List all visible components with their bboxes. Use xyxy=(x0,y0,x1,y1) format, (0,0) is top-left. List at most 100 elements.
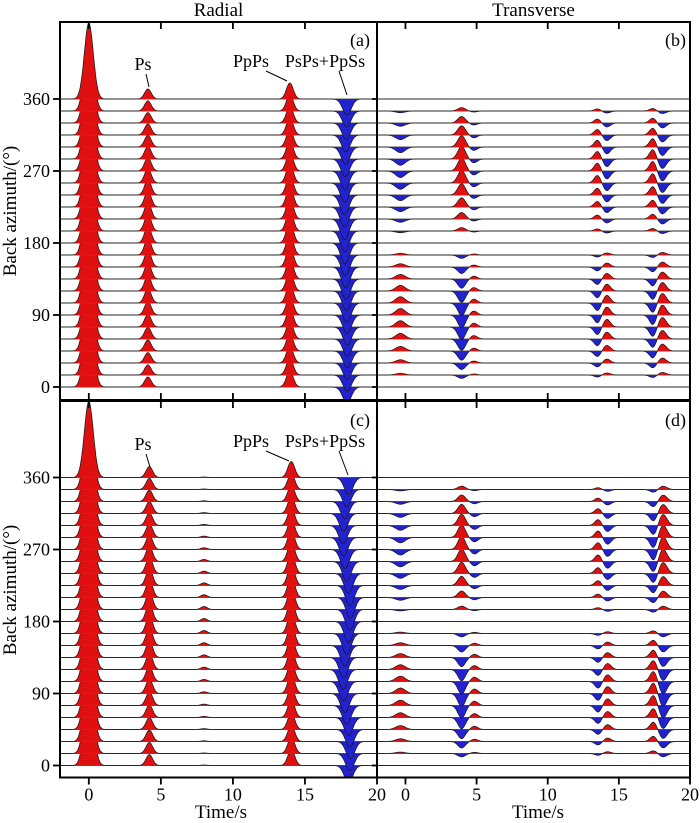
trace-negative-fill xyxy=(377,525,690,535)
trace-negative-fill xyxy=(60,351,377,368)
x-tick-label: 20 xyxy=(368,785,386,805)
trace-negative-fill xyxy=(60,621,377,643)
panel-b-traces xyxy=(377,98,690,388)
trace-waveform xyxy=(377,146,690,169)
trace-negative-fill xyxy=(60,267,377,288)
trace-positive-fill xyxy=(60,653,377,730)
ps-leader-line-c xyxy=(145,453,151,468)
trace-positive-fill xyxy=(377,671,690,682)
trace-waveform xyxy=(60,22,377,116)
y-tick-label: 0 xyxy=(41,756,50,776)
trace-positive-fill xyxy=(60,677,377,754)
trace-negative-fill xyxy=(377,255,690,259)
trace-negative-fill xyxy=(377,669,690,681)
trace-negative-fill xyxy=(377,501,690,507)
trace-positive-fill xyxy=(60,425,377,502)
panel-letter-a: (a) xyxy=(350,30,370,51)
ps-leader-line-a xyxy=(145,73,150,88)
trace-positive-fill xyxy=(377,525,690,538)
trace-positive-fill xyxy=(60,557,377,634)
trace-positive-fill xyxy=(377,116,690,123)
y-tick-label: 360 xyxy=(23,468,50,488)
trace-negative-fill xyxy=(377,657,690,667)
trace-positive-fill xyxy=(377,272,690,279)
trace-waveform xyxy=(377,227,690,234)
trace-negative-fill xyxy=(377,705,690,718)
trace-waveform xyxy=(60,142,377,241)
trace-waveform xyxy=(377,640,690,653)
trace-positive-fill xyxy=(377,708,690,718)
x-tick-label: 20 xyxy=(681,785,699,805)
trace-positive-fill xyxy=(377,305,690,315)
trace-waveform xyxy=(60,154,377,253)
trace-positive-fill xyxy=(60,191,377,267)
trace-negative-fill xyxy=(377,597,690,603)
x-axis-label-right: Time/s xyxy=(512,802,564,823)
trace-waveform xyxy=(377,293,690,316)
trace-waveform xyxy=(60,82,377,178)
trace-negative-fill xyxy=(60,339,377,357)
trace-waveform xyxy=(377,695,690,719)
trace-positive-fill xyxy=(60,545,377,622)
trace-waveform xyxy=(377,282,690,303)
trace-positive-fill xyxy=(377,197,690,207)
trace-negative-fill xyxy=(60,693,377,713)
trace-negative-fill xyxy=(60,303,377,323)
trace-positive-fill xyxy=(60,131,377,207)
trace-positive-fill xyxy=(377,549,690,562)
trace-negative-fill xyxy=(60,183,377,203)
trace-positive-fill xyxy=(60,437,377,514)
trace-waveform xyxy=(60,496,377,594)
trace-negative-fill xyxy=(60,255,377,276)
trace-waveform xyxy=(60,628,377,725)
trace-positive-fill xyxy=(60,413,377,490)
y-tick-label: 180 xyxy=(23,233,50,253)
trace-waveform xyxy=(377,485,690,493)
trace-waveform xyxy=(377,125,690,143)
psps-ppss-leader-line-a xyxy=(338,70,348,96)
trace-negative-fill xyxy=(60,375,377,392)
trace-positive-fill xyxy=(60,83,377,159)
trace-negative-fill xyxy=(377,549,690,560)
trace-negative-fill xyxy=(60,171,377,190)
trace-negative-fill xyxy=(60,681,377,701)
trace-positive-fill xyxy=(377,227,690,231)
trace-negative-fill xyxy=(377,561,690,572)
trace-waveform xyxy=(60,58,377,153)
trace-waveform xyxy=(60,262,377,357)
trace-positive-fill xyxy=(377,358,690,363)
trace-waveform xyxy=(60,580,377,679)
trace-negative-fill xyxy=(60,525,377,544)
trace-positive-fill xyxy=(60,239,377,315)
trace-positive-fill xyxy=(377,591,690,598)
trace-negative-fill xyxy=(60,315,377,334)
trace-positive-fill xyxy=(60,251,377,327)
panel-letter-c: (c) xyxy=(350,410,370,431)
trace-waveform xyxy=(377,107,690,114)
trace-positive-fill xyxy=(60,107,377,183)
trace-positive-fill xyxy=(60,287,377,363)
y-axis-label-bottom: Back azimuth/(°) xyxy=(0,525,21,656)
trace-positive-fill xyxy=(377,722,690,730)
trace-negative-fill xyxy=(60,159,377,177)
trace-waveform xyxy=(377,212,690,225)
trace-positive-fill xyxy=(60,497,377,574)
trace-negative-fill xyxy=(60,765,377,778)
trace-positive-fill xyxy=(377,606,690,610)
panel-a-x-ticks xyxy=(87,22,378,400)
trace-positive-fill xyxy=(60,263,377,339)
trace-negative-fill xyxy=(60,111,377,128)
x-tick-label: 10 xyxy=(539,785,557,805)
trace-positive-fill xyxy=(377,660,690,670)
trace-positive-fill xyxy=(60,605,377,682)
trace-waveform xyxy=(377,304,690,329)
panel-d-traces xyxy=(377,477,690,766)
trace-waveform xyxy=(60,401,377,495)
psps-ppss-leader-line-c xyxy=(338,450,349,476)
trace-positive-fill xyxy=(377,562,690,574)
trace-waveform xyxy=(60,520,377,619)
trace-negative-fill xyxy=(377,351,690,361)
trace-positive-fill xyxy=(377,212,690,219)
trace-negative-fill xyxy=(377,183,690,193)
